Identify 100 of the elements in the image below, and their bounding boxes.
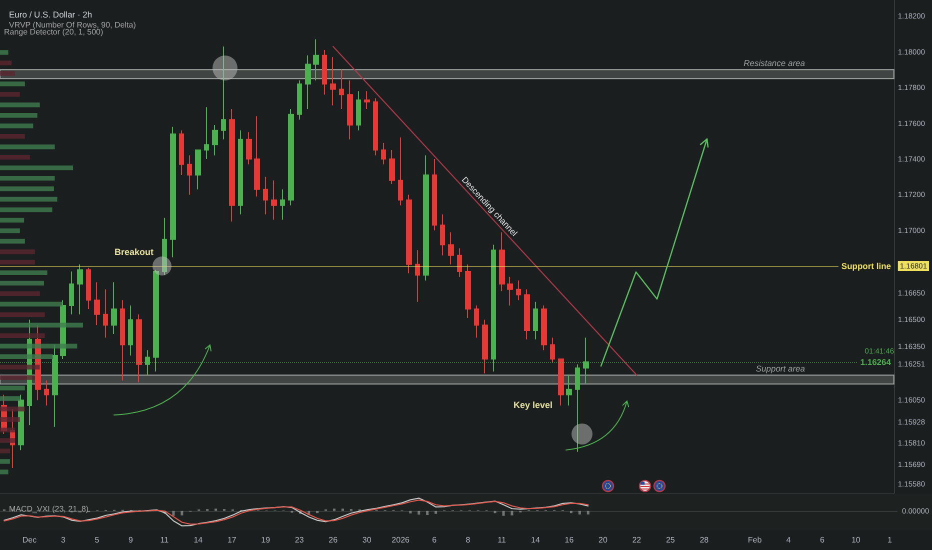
candlestick <box>246 132 252 165</box>
bar <box>0 60 12 66</box>
x-tick-label: 23 <box>294 536 304 544</box>
candlestick <box>44 380 49 406</box>
bar <box>0 417 20 422</box>
candlestick <box>415 250 420 302</box>
bar <box>0 291 40 296</box>
candlestick <box>271 180 277 220</box>
bar <box>0 322 83 328</box>
x-tick-label: Dec <box>22 536 37 544</box>
bar <box>0 50 8 55</box>
x-tick-label: 17 <box>227 536 237 544</box>
candlestick <box>448 232 454 265</box>
x-tick-label: 28 <box>700 536 710 544</box>
bar <box>0 375 35 380</box>
x-tick-label: 25 <box>666 536 676 544</box>
bar <box>0 207 52 212</box>
candlestick <box>465 264 471 318</box>
candlestick <box>347 80 353 140</box>
x-tick-label: 22 <box>632 536 642 544</box>
bar <box>0 448 10 454</box>
bar <box>0 186 54 192</box>
candlestick <box>356 90 361 131</box>
bar <box>0 249 35 254</box>
x-tick-label: 14 <box>194 536 204 544</box>
x-tick-label: 19 <box>261 536 271 544</box>
bar <box>0 176 55 181</box>
bar <box>0 144 55 150</box>
x-tick-label: 5 <box>94 536 100 544</box>
bar <box>0 196 58 202</box>
bar <box>0 302 62 307</box>
text: MACD_VXI (23, 21, 8) <box>9 504 89 514</box>
candlestick <box>77 264 83 315</box>
x-tick-label: 26 <box>328 536 338 544</box>
candlestick <box>457 248 462 278</box>
candlestick <box>440 214 445 256</box>
candlestick <box>516 280 521 301</box>
annotation: Range Detector (20, 1, 500) <box>4 28 104 36</box>
bar <box>0 364 40 370</box>
candlestick <box>187 154 192 196</box>
candlestick <box>533 301 538 340</box>
candlestick <box>491 244 496 372</box>
candlestick <box>179 130 184 176</box>
candlestick <box>339 69 344 110</box>
bar <box>0 270 48 276</box>
bar <box>0 312 45 317</box>
candlestick <box>432 158 437 231</box>
candlestick <box>507 276 513 306</box>
bar <box>0 280 44 286</box>
bar <box>0 218 24 223</box>
x-tick-label: 14 <box>531 536 540 544</box>
candlestick <box>482 319 488 374</box>
bar <box>0 165 74 170</box>
candlestick <box>111 282 117 335</box>
candlestick <box>423 154 429 281</box>
candlestick <box>398 137 403 206</box>
bar <box>0 92 20 97</box>
x-tick-label: 11 <box>160 536 170 544</box>
candlestick <box>330 56 336 106</box>
bar <box>0 428 15 432</box>
bar <box>0 459 10 464</box>
candlestick <box>254 116 260 197</box>
bar <box>0 470 8 474</box>
band-label: Support area <box>756 364 806 374</box>
candlestick <box>69 271 74 315</box>
candlestick <box>297 80 302 120</box>
candlestick <box>170 126 176 258</box>
ref-line-label: 1.16264 <box>860 356 892 367</box>
candlestick <box>583 337 589 385</box>
candlestick <box>381 142 386 165</box>
candlestick <box>566 374 572 406</box>
x-tick-label: 8 <box>466 536 471 544</box>
bar <box>0 260 35 265</box>
bar <box>0 82 25 86</box>
candlestick <box>389 150 395 184</box>
x-tick-label: 6 <box>820 536 825 544</box>
annotation: Key level <box>513 400 553 410</box>
candlestick <box>322 50 327 96</box>
candlestick <box>229 108 235 222</box>
bar <box>0 406 25 412</box>
candlestick <box>145 350 150 376</box>
bar <box>0 113 38 118</box>
x-tick-label: 11 <box>498 536 506 544</box>
ref-line-label: Support line <box>841 260 892 271</box>
candlestick <box>86 267 91 310</box>
x-tick-label: 16 <box>564 536 574 544</box>
candlestick <box>103 288 108 338</box>
bar <box>0 134 25 139</box>
candlestick <box>238 130 243 215</box>
x-tick-label: 30 <box>362 536 372 544</box>
bar <box>0 228 20 234</box>
candlestick <box>406 194 412 274</box>
bar <box>0 354 54 359</box>
x-tick-label: 4 <box>786 536 792 544</box>
candlestick <box>221 46 226 140</box>
candlestick <box>313 38 319 81</box>
candlestick <box>204 106 209 160</box>
bar <box>0 333 45 338</box>
bar <box>0 396 20 401</box>
bar <box>0 154 30 160</box>
